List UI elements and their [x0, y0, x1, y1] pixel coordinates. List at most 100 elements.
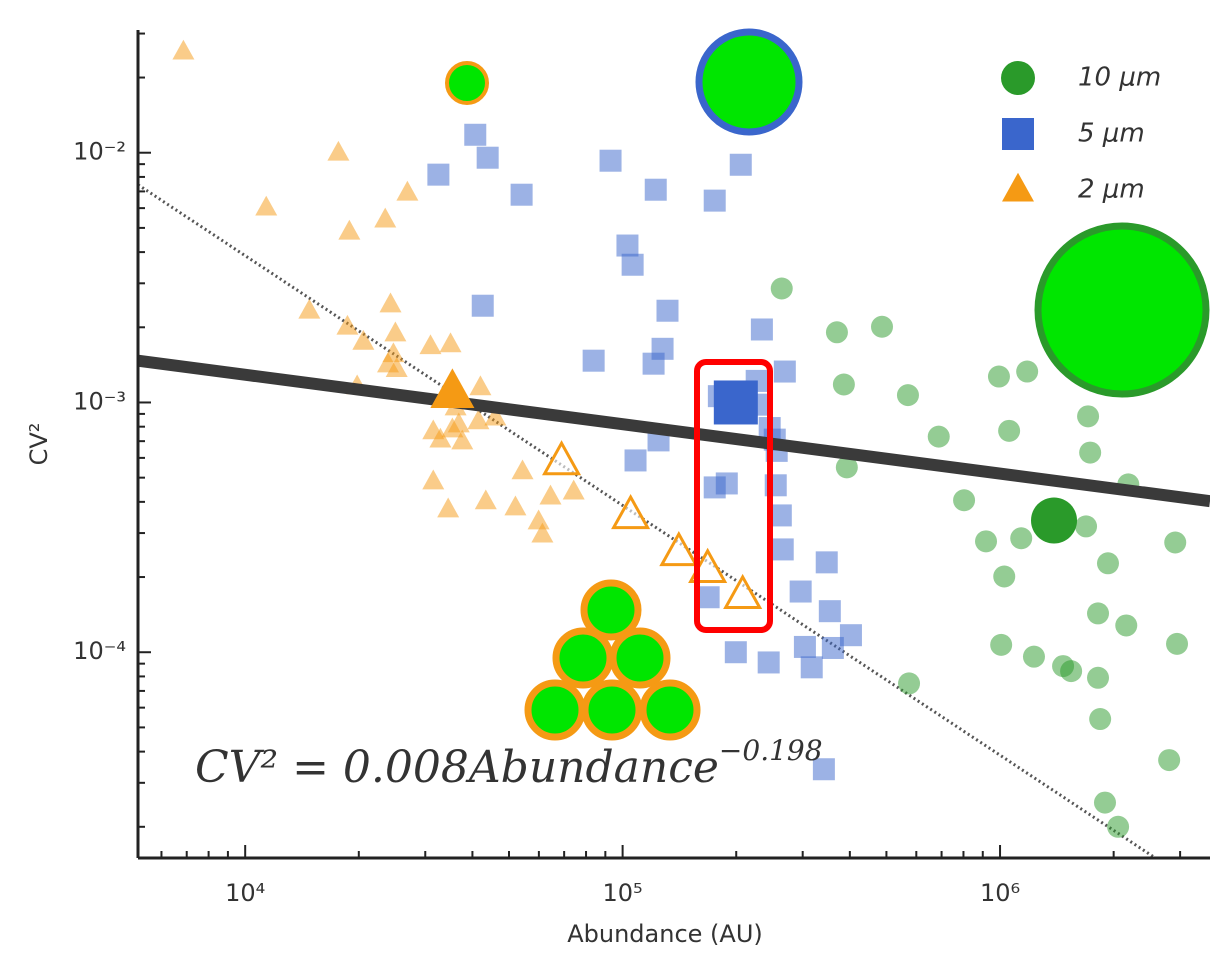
point: [773, 360, 796, 383]
point: [835, 456, 858, 479]
point: [352, 329, 375, 350]
point: [975, 530, 998, 553]
point: [1096, 552, 1119, 575]
point: [447, 412, 470, 433]
point: [990, 633, 1013, 656]
point: [467, 409, 490, 430]
point: [374, 207, 397, 228]
point: [1010, 527, 1033, 550]
x-axis-label: Abundance (AU): [567, 920, 763, 948]
point: [927, 425, 950, 448]
point: [898, 672, 921, 695]
point: [474, 489, 497, 510]
point: [993, 565, 1016, 588]
mean-point: [430, 368, 475, 408]
open-point: [611, 493, 651, 530]
point: [172, 39, 195, 60]
point: [832, 373, 855, 396]
point: [703, 189, 726, 212]
point: [793, 635, 816, 658]
point: [818, 600, 841, 623]
legend-label: 2 μm: [1078, 175, 1145, 205]
fit-line: [138, 354, 1210, 508]
point: [815, 551, 838, 574]
point: [1164, 531, 1187, 554]
point: [384, 321, 407, 342]
icon-circle: [1034, 222, 1210, 398]
point: [1079, 441, 1102, 464]
point: [539, 484, 562, 505]
point: [644, 178, 667, 201]
point: [298, 298, 321, 319]
point: [427, 163, 450, 186]
point: [531, 522, 554, 543]
point: [656, 299, 679, 322]
point: [1107, 815, 1130, 838]
point: [1077, 405, 1100, 428]
decorations: [445, 28, 1210, 741]
point: [439, 332, 462, 353]
point: [469, 375, 492, 396]
point: [464, 123, 487, 146]
point: [1093, 791, 1116, 814]
point: [338, 219, 361, 240]
point: [621, 253, 644, 276]
point: [437, 497, 460, 518]
mean-point: [1031, 497, 1078, 544]
equation: CV² = 0.008Abundance−0.198: [195, 734, 823, 793]
x-tick-label: 10⁴: [225, 879, 265, 907]
point: [1075, 515, 1098, 538]
point: [729, 153, 752, 176]
point: [1166, 632, 1189, 655]
point: [599, 149, 622, 172]
icon-pyramid: [524, 579, 701, 741]
point: [377, 352, 400, 373]
y-tick-label: 10⁻²: [73, 138, 126, 166]
x-tick-label: 10⁵: [603, 879, 643, 907]
point: [821, 636, 844, 659]
legend-marker: [1002, 118, 1034, 150]
highlight-box: [694, 359, 773, 633]
point: [451, 429, 474, 450]
point: [562, 479, 585, 500]
point: [1087, 666, 1110, 689]
mean-point: [713, 380, 758, 425]
point: [1022, 645, 1045, 668]
equation-text: CV² = 0.008Abundance: [195, 742, 719, 793]
plot-area: [138, 39, 1210, 858]
point: [1016, 360, 1039, 383]
point: [998, 419, 1021, 442]
point: [582, 349, 605, 372]
point: [255, 195, 278, 216]
point: [812, 758, 835, 781]
point: [1089, 708, 1112, 731]
equation-exponent: −0.198: [719, 734, 823, 767]
point: [429, 427, 452, 448]
point: [422, 469, 445, 490]
point: [789, 580, 812, 603]
open-point: [723, 573, 763, 610]
point: [504, 495, 527, 516]
icon-circle: [445, 61, 489, 105]
point: [750, 318, 773, 341]
point: [757, 651, 780, 674]
point: [396, 180, 419, 201]
point: [336, 314, 359, 335]
point: [800, 656, 823, 679]
point: [511, 459, 534, 480]
point: [624, 449, 647, 472]
point: [724, 641, 747, 664]
point: [471, 294, 494, 317]
point: [871, 315, 894, 338]
point: [771, 538, 794, 561]
point: [825, 321, 848, 344]
point: [1087, 602, 1110, 625]
point: [419, 334, 442, 355]
open-point: [659, 530, 699, 567]
point: [769, 504, 792, 527]
x-tick-label: 10⁶: [980, 879, 1020, 907]
point: [1158, 749, 1181, 772]
legend-label: 10 μm: [1078, 63, 1161, 93]
y-axis-label: CV²: [25, 423, 53, 466]
point: [527, 509, 550, 530]
